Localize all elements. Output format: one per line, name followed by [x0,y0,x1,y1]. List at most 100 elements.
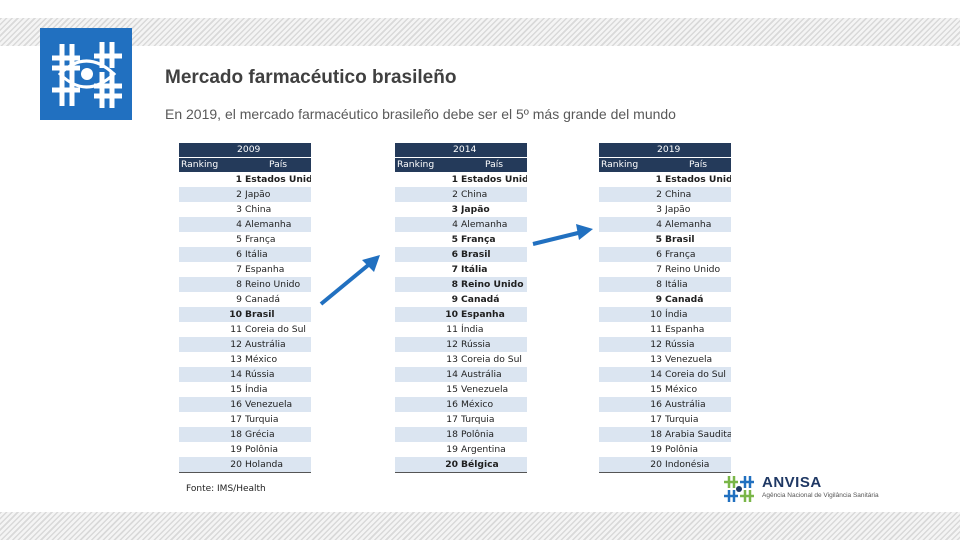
rank-cell: 2 [599,187,665,202]
country-cell: Austrália [461,367,527,382]
country-cell: Venezuela [245,397,311,412]
rank-cell: 12 [599,337,665,352]
country-cell: Espanha [461,307,527,322]
anvisa-mark-icon [724,476,754,502]
table-row: 20 Holanda [179,457,311,473]
rank-cell: 12 [179,337,245,352]
table-row: 13 Venezuela [599,352,731,367]
rank-cell: 13 [599,352,665,367]
rank-cell: 11 [395,322,461,337]
country-cell: Turquia [665,412,731,427]
table-row: 3 Japão [599,202,731,217]
table-row: 12 Rússia [599,337,731,352]
rank-cell: 6 [395,247,461,262]
rank-cell: 14 [395,367,461,382]
table-row: 2 China [395,187,527,202]
table-row: 15 Venezuela [395,382,527,397]
country-cell: Japão [461,202,527,217]
country-cell: Polônia [245,442,311,457]
bottom-hatch-band [0,512,960,540]
country-cell: China [665,187,731,202]
country-cell: França [245,232,311,247]
table-row: 10 Espanha [395,307,527,322]
rank-cell: 18 [599,427,665,442]
table-row: 16 México [395,397,527,412]
rank-cell: 2 [395,187,461,202]
table-row: 6 Brasil [395,247,527,262]
rank-cell: 15 [179,382,245,397]
table-row: 3 Japão [395,202,527,217]
country-cell: Índia [665,307,731,322]
table-row: 2 China [599,187,731,202]
rank-cell: 6 [179,247,245,262]
rank-cell: 11 [599,322,665,337]
table-row: 16 Austrália [599,397,731,412]
country-cell: Turquia [245,412,311,427]
table-row: 6 França [599,247,731,262]
rank-cell: 3 [179,202,245,217]
rank-cell: 20 [179,457,245,473]
country-cell: Índia [245,382,311,397]
country-cell: Coreia do Sul [461,352,527,367]
country-cell: Reino Unido [461,277,527,292]
rank-cell: 4 [395,217,461,232]
rank-cell: 17 [179,412,245,427]
country-cell: Itália [245,247,311,262]
country-cell: Estados Unidos [245,172,311,187]
rank-cell: 14 [179,367,245,382]
country-column-header: País [461,157,527,172]
rank-cell: 9 [395,292,461,307]
country-cell: China [245,202,311,217]
table-row: 11 Espanha [599,322,731,337]
table-row: 12 Austrália [179,337,311,352]
rank-cell: 6 [599,247,665,262]
country-cell: Venezuela [461,382,527,397]
rank-cell: 19 [599,442,665,457]
country-cell: Itália [665,277,731,292]
country-cell: Japão [665,202,731,217]
country-cell: França [665,247,731,262]
rank-cell: 5 [395,232,461,247]
country-cell: Rússia [461,337,527,352]
country-cell: Holanda [245,457,311,473]
country-cell: França [461,232,527,247]
country-cell: Alemanha [245,217,311,232]
country-cell: Itália [461,262,527,277]
rank-cell: 2 [179,187,245,202]
source-note: Fonte: IMS/Health [186,484,266,494]
rank-cell: 13 [179,352,245,367]
table-row: 7 Reino Unido [599,262,731,277]
country-cell: México [665,382,731,397]
rank-cell: 10 [395,307,461,322]
country-cell: Alemanha [461,217,527,232]
table-row: 20 Bélgica [395,457,527,473]
table-row: 18 Polônia [395,427,527,442]
country-cell: Coreia do Sul [245,322,311,337]
ranking-column-header: Ranking [179,157,245,172]
table-row: 8 Reino Unido [395,277,527,292]
table-row: 2 Japão [179,187,311,202]
country-cell: Austrália [665,397,731,412]
country-column-header: País [665,157,731,172]
country-column-header: País [245,157,311,172]
country-cell: Arabia Saudita [665,427,731,442]
country-cell: Venezuela [665,352,731,367]
rank-cell: 5 [599,232,665,247]
table-row: 14 Rússia [179,367,311,382]
rank-cell: 17 [599,412,665,427]
rank-cell: 4 [179,217,245,232]
table-row: 11 Coreia do Sul [179,322,311,337]
country-cell: Estados Unidos [665,172,731,187]
table-row: 20 Indonésia [599,457,731,473]
country-cell: Polônia [461,427,527,442]
rank-cell: 1 [599,172,665,187]
country-cell: Argentina [461,442,527,457]
rank-cell: 5 [179,232,245,247]
country-cell: China [461,187,527,202]
country-cell: Grécia [245,427,311,442]
rank-cell: 8 [599,277,665,292]
